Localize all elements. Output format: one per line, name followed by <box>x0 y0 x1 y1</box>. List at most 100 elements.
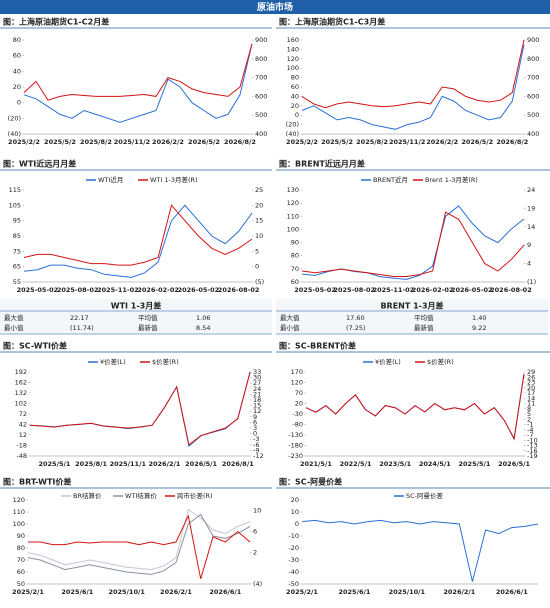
table-cell: 17.60 <box>346 314 365 322</box>
chart-title: 图：SC-WTI价差 <box>3 341 67 351</box>
x-tick-label: 2025/2/1 <box>286 588 318 596</box>
y-tick-label: 60 <box>291 83 299 91</box>
y-tick-label: (40) <box>286 130 299 138</box>
y-tick-label: -30 <box>292 410 303 418</box>
y-tick-label: 120 <box>287 199 299 207</box>
series-line <box>28 514 251 579</box>
x-tick-label: 2026-08-02 <box>490 286 532 294</box>
y-tick-label: 162 <box>15 379 27 387</box>
y2-tick-label: -13 <box>527 442 538 450</box>
y2-tick-label: -4 <box>527 426 533 434</box>
legend-label: BRENT近月 <box>373 175 408 184</box>
y-tick-label: 75 <box>13 247 21 255</box>
x-tick-label: 2026-02-02 <box>412 286 454 294</box>
legend-label: $价差(R) <box>152 357 179 366</box>
x-tick-label: 2026/2/2 <box>152 138 184 146</box>
y2-tick-label: 24 <box>527 186 535 194</box>
x-tick-label: 2026/6/1 <box>496 588 528 596</box>
x-tick-label: 2026/5/1 <box>498 460 530 468</box>
y-tick-label: -80 <box>292 421 303 429</box>
y2-tick-label: 900 <box>255 36 267 44</box>
y-tick-label: 12 <box>19 431 27 439</box>
table-cell: 平均值 <box>414 313 434 322</box>
y-tick-label: 10 <box>291 508 299 516</box>
x-tick-label: 2025/5/2 <box>44 138 76 146</box>
y-tick-label: 90 <box>291 239 299 247</box>
y2-tick-label: 26 <box>527 373 535 381</box>
table-cell: 平均值 <box>138 313 158 322</box>
y2-tick-label: 11 <box>527 400 535 408</box>
x-tick-label: 2026/8/2 <box>496 138 528 146</box>
y-tick-label: -230 <box>288 452 303 460</box>
x-tick-label: 2026/6/1 <box>209 588 241 596</box>
y2-tick-label: 700 <box>527 74 539 82</box>
x-tick-label: 2026/5/1 <box>185 460 217 468</box>
y-tick-label: (20) <box>8 114 21 122</box>
y-tick-label: 105 <box>9 201 21 209</box>
y2-tick-label: 24 <box>253 385 261 393</box>
y2-tick-label: 9 <box>253 413 257 421</box>
y-tick-label: (20) <box>286 121 299 129</box>
y2-tick-label: -6 <box>253 441 259 449</box>
chart-title: 图：BRENT近远月月差 <box>279 159 365 169</box>
chart-title: 图：上海原油期货C1-C2月差 <box>3 17 109 27</box>
chart-title: 图：SC-BRENT价差 <box>279 341 356 351</box>
y2-tick-label: 0 <box>253 430 257 438</box>
x-tick-label: 2023/5/1 <box>379 460 411 468</box>
table-cell: 1.40 <box>472 314 486 322</box>
x-tick-label: 2025/8/2 <box>80 138 112 146</box>
chart-title: 图：SC-阿曼价差 <box>279 477 342 487</box>
y-tick-label: 20 <box>291 102 299 110</box>
x-tick-label: 2026-05-02 <box>178 286 220 294</box>
legend-label: ¥价差(L) <box>100 357 126 366</box>
y-tick-label: 90 <box>17 532 25 540</box>
x-tick-label: 2025-11-02 <box>97 286 139 294</box>
y-tick-label: 65 <box>13 263 21 271</box>
x-tick-label: 2025/2/2 <box>8 138 40 146</box>
y-tick-label: 60 <box>13 52 21 60</box>
x-tick-label: 2025-05-02 <box>17 286 59 294</box>
y-tick-label: 60 <box>17 568 25 576</box>
y2-tick-label: (5) <box>255 278 264 286</box>
x-tick-label: 2021/5/1 <box>300 460 332 468</box>
table-cell: 最小值 <box>4 323 24 332</box>
series-line <box>23 43 253 123</box>
x-tick-label: 2026-05-02 <box>451 286 493 294</box>
y-tick-label: 0 <box>17 99 21 107</box>
y-tick-label: 40 <box>291 92 299 100</box>
y-tick-label: -130 <box>288 431 303 439</box>
y-tick-label: 50 <box>17 580 25 588</box>
table-cell: 最新值 <box>414 323 434 332</box>
series-line <box>23 204 253 278</box>
x-tick-label: 2025/5/1 <box>38 460 70 468</box>
legend-label: $价差(R) <box>427 357 454 366</box>
y2-tick-label: 400 <box>255 130 267 138</box>
y2-tick-label: 9 <box>527 241 531 249</box>
y-tick-label: 170 <box>291 368 303 376</box>
y-tick-label: 55 <box>13 278 21 286</box>
y2-tick-label: 15 <box>253 402 261 410</box>
x-tick-label: 2026-08-02 <box>218 286 260 294</box>
series-line <box>301 211 525 277</box>
y2-tick-label: 18 <box>253 396 261 404</box>
y-tick-label: 102 <box>15 400 27 408</box>
x-tick-label: 2025/6/1 <box>61 588 93 596</box>
y2-tick-label: 3 <box>253 424 257 432</box>
x-tick-label: 2026/5/2 <box>461 138 493 146</box>
table-title: BRENT 1-3月差 <box>380 301 443 311</box>
table-cell: 最小值 <box>280 323 300 332</box>
y2-tick-label: 900 <box>527 36 539 44</box>
y-tick-label: 20 <box>291 496 299 504</box>
table-cell: 1.06 <box>196 314 210 322</box>
y2-tick-label: 17 <box>527 389 535 397</box>
table-cell: 最大值 <box>4 313 24 322</box>
y2-tick-label: 0 <box>255 263 259 271</box>
y-tick-label: 20 <box>13 83 21 91</box>
legend-label: ¥价差(L) <box>375 357 401 366</box>
y2-tick-label: 6 <box>253 528 257 536</box>
y2-tick-label: 20 <box>527 384 535 392</box>
x-tick-label: 2024/5/1 <box>419 460 451 468</box>
y2-tick-label: 25 <box>255 186 263 194</box>
y2-tick-label: 6 <box>253 418 257 426</box>
y-tick-label: 140 <box>287 45 299 53</box>
